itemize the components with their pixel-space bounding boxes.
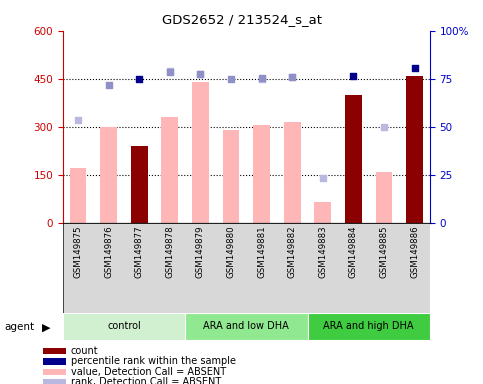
Text: GSM149881: GSM149881 [257,225,266,278]
Bar [345,95,362,223]
Bar [253,125,270,223]
Point [197,71,204,77]
Text: GSM149884: GSM149884 [349,225,358,278]
Bar [43,379,66,384]
Text: ARA and low DHA: ARA and low DHA [203,321,289,331]
Text: value, Detection Call = ABSENT: value, Detection Call = ABSENT [71,367,226,377]
Bar [161,117,178,223]
Point [197,71,204,77]
Bar [284,122,300,223]
Bar [100,127,117,223]
Bar [223,130,240,223]
Point [319,175,327,181]
Bar [185,313,308,340]
Point [288,74,296,80]
Bar [43,348,66,354]
Text: GSM149880: GSM149880 [227,225,236,278]
Text: count: count [71,346,98,356]
Bar [314,202,331,223]
Text: rank, Detection Call = ABSENT: rank, Detection Call = ABSENT [71,377,221,384]
Text: GSM149879: GSM149879 [196,225,205,278]
Text: GSM149878: GSM149878 [165,225,174,278]
Text: GSM149875: GSM149875 [73,225,83,278]
Text: ARA and high DHA: ARA and high DHA [324,321,414,331]
Bar [376,172,392,223]
Text: GSM149876: GSM149876 [104,225,113,278]
Point [227,76,235,82]
Bar [63,223,430,313]
Point [166,69,174,75]
Point [105,82,113,88]
Bar [192,82,209,223]
Text: GDS2652 / 213524_s_at: GDS2652 / 213524_s_at [161,13,322,26]
Text: ▶: ▶ [42,322,50,332]
Text: GSM149885: GSM149885 [380,225,388,278]
Text: agent: agent [5,322,35,332]
Point [258,75,266,81]
Bar [308,313,430,340]
Bar [43,369,66,375]
Point [135,76,143,82]
Point [258,76,266,82]
Bar [63,313,185,340]
Text: GSM149877: GSM149877 [135,225,144,278]
Text: percentile rank within the sample: percentile rank within the sample [71,356,236,366]
Point [166,68,174,74]
Point [350,73,357,79]
Text: GSM149886: GSM149886 [410,225,419,278]
Point [74,117,82,123]
Bar [70,168,86,223]
Point [411,65,418,71]
Bar [43,358,66,365]
Point [288,74,296,80]
Text: control: control [107,321,141,331]
Text: GSM149882: GSM149882 [288,225,297,278]
Bar [406,76,423,223]
Point [380,124,388,130]
Text: GSM149883: GSM149883 [318,225,327,278]
Bar [131,146,148,223]
